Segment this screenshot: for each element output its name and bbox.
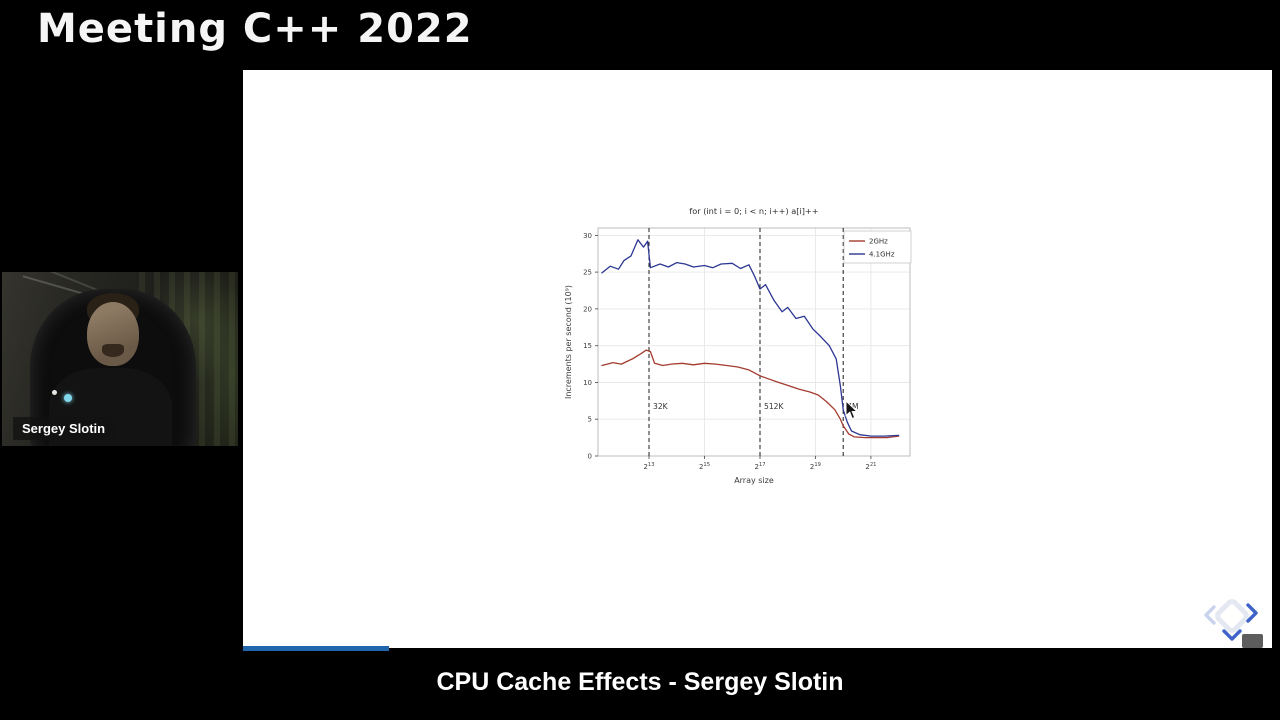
chevron-left-icon <box>1204 605 1216 625</box>
svg-text:for (int i = 0; i < n; i++) a[: for (int i = 0; i < n; i++) a[i]++ <box>689 206 818 216</box>
next-slide-button[interactable] <box>1244 603 1260 623</box>
svg-text:2GHz: 2GHz <box>869 238 888 246</box>
benchmark-chart: 32K 512K 4M 213 215 217 219 221 0 5 10 15 20 25 30 for … <box>560 198 920 493</box>
chevron-down-icon <box>1222 629 1242 641</box>
event-title: Meeting C++ 2022 <box>37 6 473 52</box>
svg-text:15: 15 <box>583 342 592 350</box>
prev-slide-button[interactable] <box>1202 605 1218 625</box>
svg-text:25: 25 <box>583 269 592 277</box>
svg-text:217: 217 <box>754 462 765 471</box>
svg-text:215: 215 <box>699 462 710 471</box>
svg-text:512K: 512K <box>764 402 784 411</box>
slide-progress-track[interactable] <box>243 646 1272 651</box>
video-caption: CPU Cache Effects - Sergey Slotin <box>436 668 844 696</box>
slide-nav-controls <box>1200 592 1272 654</box>
presentation-slide <box>243 70 1272 648</box>
svg-text:221: 221 <box>865 462 876 471</box>
svg-text:4M: 4M <box>847 402 858 411</box>
webcam-overlay: Sergey Slotin <box>2 272 238 446</box>
mouse-cursor <box>845 399 859 425</box>
speaker-name-label: Sergey Slotin <box>13 417 115 440</box>
svg-text:32K: 32K <box>653 402 669 411</box>
svg-text:0: 0 <box>588 453 592 461</box>
svg-text:5: 5 <box>588 416 592 424</box>
chevron-right-icon <box>1246 603 1258 623</box>
svg-text:20: 20 <box>583 305 592 313</box>
svg-text:30: 30 <box>583 232 592 240</box>
slide-progress-bar <box>243 646 390 651</box>
desk-light-dot <box>52 390 57 395</box>
svg-text:Array size: Array size <box>734 476 774 485</box>
chart-svg: 32K 512K 4M 213 215 217 219 221 0 5 10 15 20 25 30 for … <box>564 206 912 485</box>
mini-badge <box>1242 634 1263 648</box>
svg-text:219: 219 <box>810 462 821 471</box>
down-slide-button[interactable] <box>1222 628 1242 644</box>
blue-led-light <box>64 394 72 402</box>
svg-text:4.1GHz: 4.1GHz <box>869 251 895 259</box>
svg-text:10: 10 <box>583 379 592 387</box>
svg-text:213: 213 <box>643 462 654 471</box>
speaker-beard <box>101 344 124 357</box>
svg-text:Increments per second (10⁹): Increments per second (10⁹) <box>564 285 573 399</box>
